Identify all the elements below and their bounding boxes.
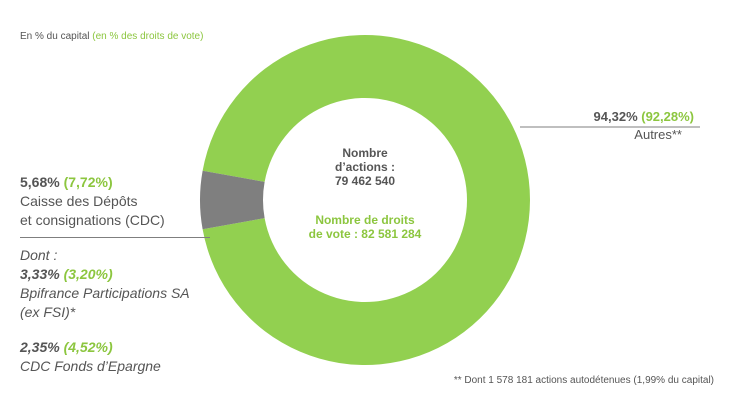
fonds-name: CDC Fonds d’Epargne xyxy=(20,358,161,374)
center-votes: Nombre de droits de vote : 82 581 284 xyxy=(290,213,440,241)
center-actions: Nombre d’actions : 79 462 540 xyxy=(310,146,420,188)
legend-capital: En % du capital xyxy=(20,31,90,42)
left-separator xyxy=(20,237,210,238)
label-autres: 94,32% (92,28%) Autres** xyxy=(594,109,694,142)
slice-autres xyxy=(202,35,530,366)
cdc-name-line1: Caisse des Dépôts xyxy=(20,193,138,209)
center-votes-line1: Nombre de droits xyxy=(315,213,415,227)
bpi-name-line1: Bpifrance Participations SA xyxy=(20,285,190,301)
center-votes-line2: de vote : 82 581 284 xyxy=(308,227,422,241)
legend-caption: En % du capital (en % des droits de vote… xyxy=(20,31,203,42)
cdc-votes: (7,72%) xyxy=(63,174,113,190)
dont-label: Dont : xyxy=(20,247,58,263)
legend-votes: (en % des droits de vote) xyxy=(92,31,204,42)
fonds-capital: 2,35% xyxy=(20,339,60,355)
autres-name: Autres** xyxy=(634,127,682,142)
footnote: ** Dont 1 578 181 actions autodétenues (… xyxy=(453,375,714,386)
autres-capital: 94,32% xyxy=(593,109,638,124)
center-actions-value: 79 462 540 xyxy=(334,174,396,188)
bpi-votes: (3,20%) xyxy=(63,266,113,282)
fonds-votes: (4,52%) xyxy=(63,339,113,355)
center-actions-line2: d’actions : xyxy=(334,160,395,174)
label-cdc: 5,68% (7,72%) Caisse des Dépôts et consi… xyxy=(20,173,165,230)
center-actions-line1: Nombre xyxy=(342,146,388,160)
autres-votes: (92,28%) xyxy=(641,109,694,124)
label-fonds: 2,35% (4,52%) CDC Fonds d’Epargne xyxy=(20,338,161,376)
cdc-name-line2: et consignations (CDC) xyxy=(20,212,165,228)
bpi-capital: 3,33% xyxy=(20,266,60,282)
label-bpi: Dont : 3,33% (3,20%) Bpifrance Participa… xyxy=(20,246,190,322)
cdc-capital: 5,68% xyxy=(20,174,60,190)
slice-cdc xyxy=(199,170,265,230)
bpi-name-line2: (ex FSI)* xyxy=(20,304,76,320)
